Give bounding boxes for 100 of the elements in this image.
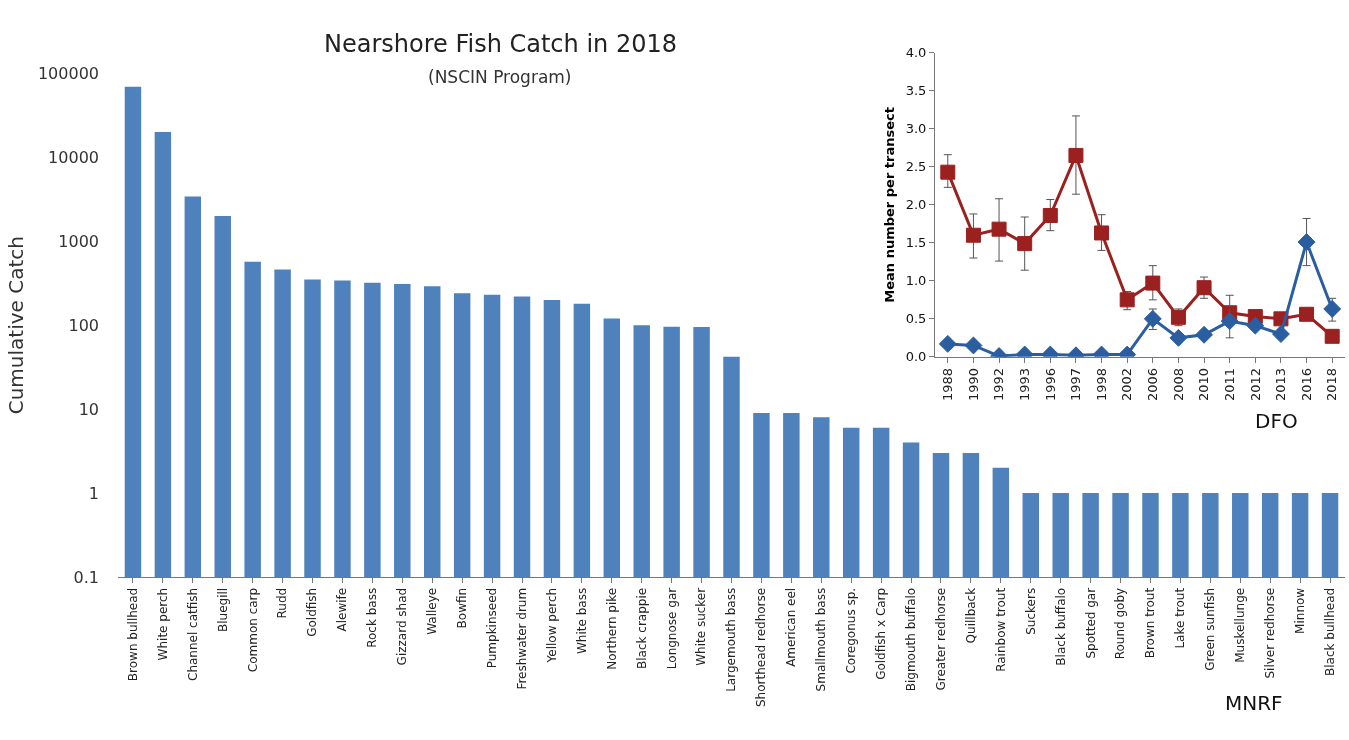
point bbox=[1094, 225, 1110, 241]
x-tick-label: Walleye bbox=[425, 587, 440, 635]
x-tick-label: 1993 bbox=[1016, 368, 1032, 402]
point bbox=[965, 227, 981, 243]
point bbox=[940, 164, 956, 180]
x-tick-label: 1990 bbox=[965, 368, 981, 402]
y-tick-label: 3.5 bbox=[905, 83, 927, 99]
y-tick-label: 100000 bbox=[37, 63, 99, 83]
x-tick-label: Yellow perch bbox=[544, 587, 559, 664]
point bbox=[1143, 309, 1162, 328]
point bbox=[1169, 328, 1188, 347]
x-tick-label: Bigmouth buffalo bbox=[903, 587, 918, 692]
x-tick-label: White sucker bbox=[694, 587, 709, 666]
y-tick-label: 10 bbox=[78, 399, 99, 419]
x-tick-label: White perch bbox=[155, 587, 170, 661]
x-tick-label: Suckers bbox=[1023, 587, 1038, 635]
y-tick-label: 4.0 bbox=[905, 45, 927, 61]
point bbox=[1271, 325, 1290, 343]
x-tick-label: 2010 bbox=[1196, 368, 1212, 402]
y-tick-label: 1.5 bbox=[905, 235, 927, 251]
y-tick-label: 0.0 bbox=[905, 349, 927, 365]
y-tick-label: 1.0 bbox=[905, 273, 927, 289]
point bbox=[1297, 233, 1316, 252]
x-tick-label: 1997 bbox=[1068, 368, 1084, 402]
x-tick-label: 1988 bbox=[940, 368, 956, 402]
x-tick-label: Goldfish bbox=[305, 587, 320, 637]
y-axis-title: Mean number per transect bbox=[881, 107, 897, 303]
x-tick-label: 2006 bbox=[1145, 368, 1161, 402]
x-tick-label: Lake trout bbox=[1173, 587, 1188, 649]
y-tick-label: 1000 bbox=[58, 231, 99, 251]
point bbox=[1220, 312, 1239, 331]
point bbox=[1246, 316, 1265, 335]
x-tick-label: White bass bbox=[574, 587, 589, 655]
y-tick-label: 10000 bbox=[48, 147, 99, 167]
x-tick-label: Black crappie bbox=[634, 587, 649, 669]
x-tick-label: Longnose gar bbox=[664, 587, 679, 670]
x-tick-label: 2002 bbox=[1119, 368, 1135, 402]
point bbox=[1324, 328, 1340, 344]
x-tick-label: 2016 bbox=[1298, 368, 1314, 402]
x-tick-label: Quillback bbox=[963, 587, 978, 644]
x-tick-label: 2008 bbox=[1170, 368, 1186, 402]
x-tick-label: 2011 bbox=[1221, 368, 1237, 402]
x-tick-label: Brown bullhead bbox=[125, 587, 140, 682]
x-tick-label: Greater redhorse bbox=[933, 587, 948, 691]
x-tick-label: Bluegill bbox=[215, 587, 230, 633]
x-tick-label: Green sunfish bbox=[1203, 587, 1218, 671]
point bbox=[1068, 147, 1084, 163]
annotation: DFO bbox=[1255, 409, 1298, 433]
x-tick-label: Freshwater drum bbox=[514, 587, 529, 690]
point bbox=[1042, 207, 1058, 223]
point bbox=[1323, 300, 1342, 318]
x-tick-label: Channel catfish bbox=[185, 587, 200, 681]
x-tick-label: Gizzard shad bbox=[395, 587, 410, 666]
point bbox=[1299, 306, 1315, 322]
x-tick-label: Round goby bbox=[1113, 587, 1128, 660]
x-tick-label: Rudd bbox=[275, 587, 290, 619]
x-tick-label: 2018 bbox=[1324, 368, 1340, 402]
point bbox=[964, 336, 983, 355]
y-tick-label: 0.5 bbox=[905, 311, 927, 327]
x-tick-label: Smallmouth bass bbox=[814, 587, 829, 692]
x-tick-label: Black bullhead bbox=[1322, 587, 1337, 676]
point bbox=[1145, 275, 1161, 291]
x-tick-label: Coregonus sp. bbox=[844, 587, 859, 674]
x-tick-label: Brown trout bbox=[1143, 587, 1158, 659]
x-tick-label: 1992 bbox=[991, 368, 1007, 402]
x-tick-label: Common carp bbox=[245, 587, 260, 673]
x-tick-label: Largemouth bass bbox=[724, 587, 739, 692]
x-tick-label: 2013 bbox=[1273, 368, 1289, 402]
y-tick-label: 1 bbox=[88, 483, 99, 503]
x-tick-label: 1996 bbox=[1042, 368, 1058, 402]
x-tick-label: Spotted gar bbox=[1083, 587, 1098, 659]
point bbox=[1195, 325, 1214, 344]
point bbox=[1196, 280, 1212, 296]
x-tick-label: Northern pike bbox=[604, 587, 619, 670]
x-tick-label: American eel bbox=[784, 587, 799, 667]
x-tick-label: Alewife bbox=[335, 587, 350, 632]
x-tick-label: 1998 bbox=[1093, 368, 1109, 402]
x-tick-label: Goldfish x Carp bbox=[874, 587, 889, 680]
x-tick-label: Rock bass bbox=[365, 587, 380, 648]
chart-subtitle: (NSCIN Program) bbox=[428, 67, 572, 87]
y-tick-label: 100 bbox=[68, 315, 99, 335]
x-tick-label: Shorthead redhorse bbox=[754, 587, 769, 707]
point bbox=[1017, 236, 1033, 252]
x-tick-label: Black buffalo bbox=[1053, 587, 1068, 666]
point bbox=[991, 221, 1007, 237]
text: MNRF bbox=[1225, 691, 1283, 715]
chart-title: Nearshore Fish Catch in 2018 bbox=[324, 30, 677, 58]
y-tick-label: 3.0 bbox=[905, 121, 927, 137]
x-tick-label: Bowfin bbox=[455, 587, 470, 629]
x-tick-label: 2012 bbox=[1247, 368, 1263, 402]
x-tick-label: Minnow bbox=[1293, 587, 1308, 634]
x-tick-label: Rainbow trout bbox=[993, 587, 1008, 672]
point bbox=[938, 334, 957, 353]
y-tick-label: 2.5 bbox=[905, 159, 927, 175]
y-tick-label: 0.1 bbox=[73, 567, 99, 587]
x-tick-label: Silver redhorse bbox=[1263, 587, 1278, 679]
y-tick-label: 2.0 bbox=[905, 197, 927, 213]
x-tick-label: Pumpkinseed bbox=[484, 587, 499, 669]
x-tick-label: Muskellunge bbox=[1233, 587, 1248, 663]
y-axis-title: Cumulative Catch bbox=[4, 236, 29, 415]
